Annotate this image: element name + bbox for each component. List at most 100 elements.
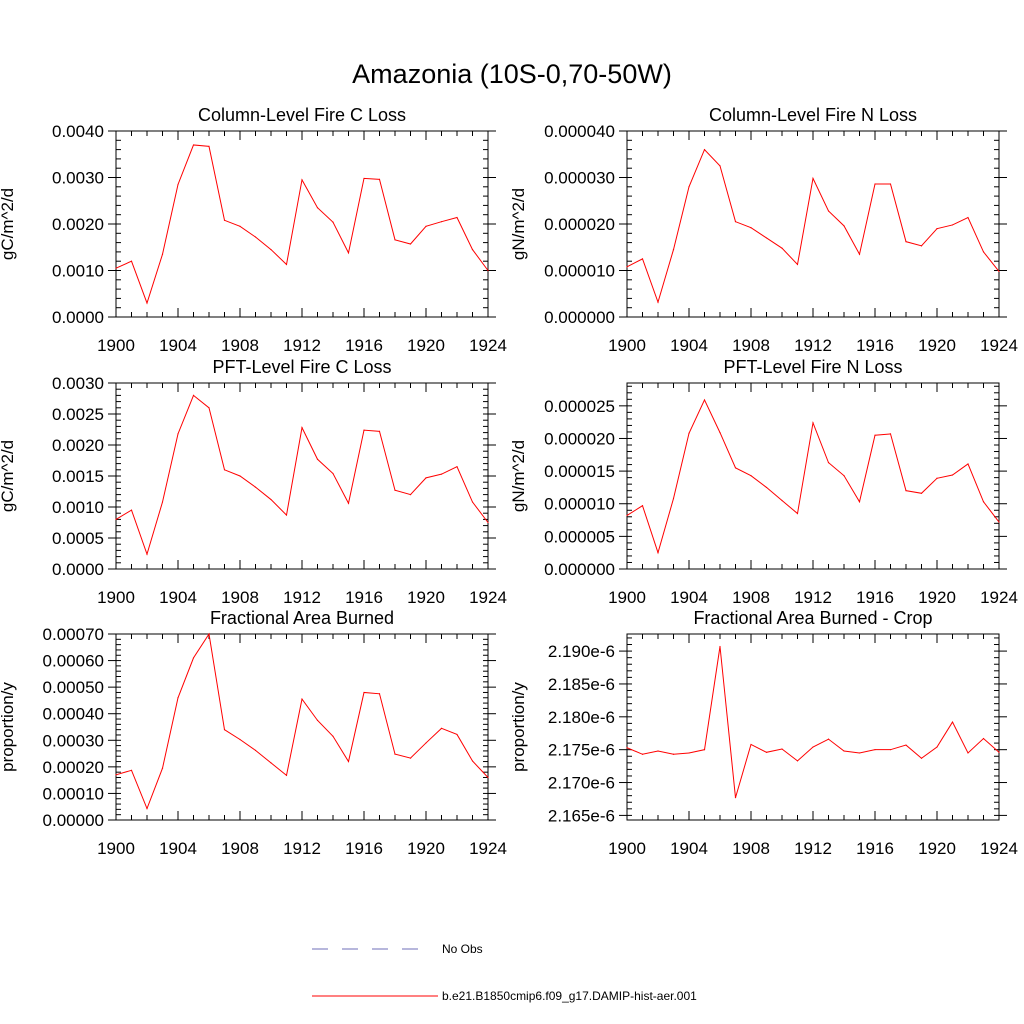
data-point	[115, 774, 117, 776]
data-point	[440, 473, 443, 475]
data-point	[161, 767, 164, 769]
data-point	[889, 749, 892, 751]
y-tick-label: 0.0010	[52, 262, 104, 281]
data-point	[425, 477, 427, 479]
y-tick-label: 0.00050	[43, 678, 104, 697]
data-point	[177, 697, 179, 699]
data-point	[394, 753, 396, 755]
data-point	[796, 760, 799, 762]
data-point	[719, 165, 721, 167]
x-tick-label: 1924	[469, 588, 507, 607]
data-point	[285, 774, 288, 776]
panel-title: PFT-Level Fire N Loss	[723, 357, 902, 377]
data-point	[161, 253, 164, 255]
x-tick-label: 1916	[345, 588, 383, 607]
y-axis-title: gC/m^2/d	[0, 188, 17, 260]
x-tick-label: 1916	[856, 336, 894, 355]
x-tick-label: 1920	[407, 588, 445, 607]
data-point	[719, 432, 721, 434]
data-point	[750, 475, 752, 477]
y-tick-label: 2.190e-6	[548, 642, 615, 661]
data-point	[703, 149, 706, 151]
plot-frame	[626, 382, 1000, 570]
data-point	[967, 463, 969, 465]
data-point	[843, 475, 845, 477]
data-point	[456, 216, 458, 219]
data-point	[734, 797, 737, 799]
data-point	[223, 219, 226, 221]
data-point	[858, 752, 861, 754]
data-point	[781, 499, 783, 502]
data-point	[657, 750, 659, 752]
data-point	[688, 752, 690, 754]
figure-title: Amazonia (10S-0,70-50W)	[352, 59, 672, 89]
data-point	[471, 760, 474, 762]
data-point	[177, 183, 179, 186]
data-point	[982, 501, 985, 503]
y-tick-label: 0.000000	[544, 560, 615, 579]
data-point	[874, 434, 876, 436]
data-point	[765, 237, 768, 239]
data-point	[672, 753, 675, 755]
data-point	[688, 432, 690, 434]
data-point	[378, 430, 381, 432]
panels: Column-Level Fire C Loss gC/m^2/d 1900 1904…	[0, 105, 1018, 858]
data-point	[827, 462, 830, 464]
x-tick-label: 1916	[345, 839, 383, 858]
data-point	[626, 266, 628, 268]
y-axis-title: proportion/y	[0, 682, 17, 772]
y-axis-title: gC/m^2/d	[0, 440, 17, 512]
x-tick-label: 1908	[221, 588, 259, 607]
data-point	[363, 691, 365, 694]
data-point	[936, 228, 938, 230]
panel-title: Fractional Area Burned - Crop	[693, 608, 932, 628]
y-tick-label: 2.185e-6	[548, 675, 615, 694]
x-tick-label: 1900	[97, 588, 135, 607]
data-point	[347, 760, 350, 763]
data-point	[982, 737, 985, 740]
data-point	[409, 757, 412, 759]
data-point	[192, 657, 195, 659]
data-point	[301, 179, 303, 181]
data-point	[456, 733, 458, 736]
data-point	[363, 177, 365, 180]
series-line	[115, 394, 489, 556]
data-point	[936, 477, 938, 479]
plot-frame	[626, 130, 1000, 318]
x-tick-label: 1904	[159, 588, 197, 607]
data-point	[270, 248, 272, 251]
data-point	[285, 263, 288, 266]
y-tick-label: 2.170e-6	[548, 774, 615, 793]
y-tick-label: 0.0030	[52, 169, 104, 188]
plot-frame	[626, 633, 1000, 821]
x-tick-label: 1904	[670, 588, 708, 607]
x-tick-label: 1908	[732, 588, 770, 607]
y-tick-label: 0.0005	[52, 529, 104, 548]
data-point	[270, 762, 272, 764]
data-point	[951, 474, 954, 476]
data-point	[905, 744, 907, 746]
y-tick-label: 0.00010	[43, 784, 104, 803]
x-tick-label: 1908	[221, 336, 259, 355]
data-point	[657, 552, 659, 554]
data-point	[208, 145, 210, 147]
x-tick-label: 1916	[345, 336, 383, 355]
x-tick-label: 1920	[918, 839, 956, 858]
legend: No Obs b.e21.B1850cmip6.f09_g17.DAMIP-hi…	[312, 942, 697, 1003]
series-line	[626, 646, 1000, 798]
data-point	[146, 302, 148, 304]
x-tick-label: 1924	[469, 336, 507, 355]
data-point	[378, 693, 381, 695]
panel-title: Column-Level Fire C Loss	[198, 105, 406, 125]
data-point	[254, 236, 257, 238]
chart-panel-4: PFT-Level Fire N Loss gN/m^2/d 1900 1904 190…	[509, 357, 1018, 607]
data-point	[192, 394, 195, 396]
x-tick-label: 1912	[794, 336, 832, 355]
data-point	[765, 486, 768, 489]
data-point	[998, 751, 1000, 753]
data-point	[208, 633, 210, 635]
data-point	[239, 475, 241, 477]
x-tick-label: 1924	[980, 839, 1018, 858]
y-tick-label: 0.000010	[544, 262, 615, 281]
data-point	[409, 494, 412, 496]
